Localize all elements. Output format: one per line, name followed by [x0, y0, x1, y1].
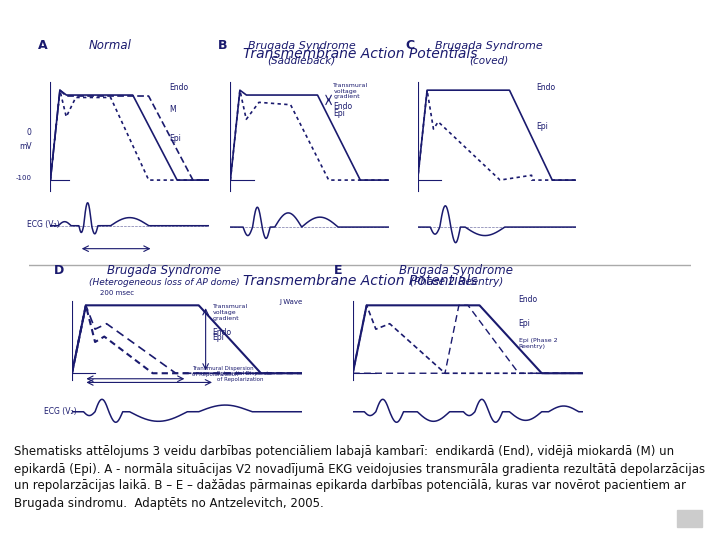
Bar — [677, 510, 702, 527]
Text: Epi (Phase 2
Reentry): Epi (Phase 2 Reentry) — [518, 338, 557, 348]
Text: Epi: Epi — [212, 333, 225, 342]
Text: Normal: Normal — [89, 39, 132, 52]
Text: C: C — [405, 39, 414, 52]
Text: Epicardial Dispersion
of Repolarization: Epicardial Dispersion of Repolarization — [217, 371, 275, 382]
Text: Transmembrane Action Potentials: Transmembrane Action Potentials — [243, 274, 477, 288]
Text: Epi: Epi — [333, 109, 345, 118]
Text: Epi: Epi — [169, 134, 181, 143]
Text: -100: -100 — [15, 175, 32, 181]
Text: (Phase 2 Reentry): (Phase 2 Reentry) — [410, 277, 503, 287]
Text: B: B — [217, 39, 228, 52]
Text: ECG (V₂): ECG (V₂) — [45, 407, 77, 416]
Text: Endo: Endo — [169, 83, 189, 92]
Text: Brugada Syndrome: Brugada Syndrome — [435, 41, 543, 51]
Text: Transmural
voltage
gradient: Transmural voltage gradient — [333, 83, 369, 99]
Text: ECG (V₂): ECG (V₂) — [27, 220, 59, 229]
Text: Endo: Endo — [536, 83, 556, 92]
Text: (coved): (coved) — [469, 56, 508, 65]
Text: (Saddleback): (Saddleback) — [268, 56, 336, 65]
Text: Transmural
voltage
gradient: Transmural voltage gradient — [212, 305, 248, 321]
Text: (Heterogeneous loss of AP dome): (Heterogeneous loss of AP dome) — [89, 278, 240, 287]
Text: D: D — [53, 264, 64, 277]
Text: mV: mV — [19, 141, 32, 151]
Text: Endo: Endo — [333, 102, 353, 111]
Text: A: A — [37, 39, 48, 52]
Text: Brugada Syndrome: Brugada Syndrome — [400, 264, 513, 277]
Text: 200 msec: 200 msec — [100, 290, 134, 296]
Text: Endo: Endo — [518, 295, 538, 303]
Text: E: E — [334, 264, 343, 277]
Text: Epi: Epi — [518, 320, 531, 328]
Text: 0: 0 — [27, 129, 32, 137]
Text: Transmembrane Action Potentials: Transmembrane Action Potentials — [243, 47, 477, 61]
Text: Endo: Endo — [212, 328, 232, 337]
Text: Brugada Syndrome: Brugada Syndrome — [248, 41, 356, 51]
Text: Brugada Syndrome: Brugada Syndrome — [107, 264, 221, 277]
Text: Epi: Epi — [536, 122, 548, 131]
Text: M: M — [169, 105, 176, 114]
Text: Shematisks attēlojums 3 veidu darbības potenciāliem labajā kambarī:  endikardā (: Shematisks attēlojums 3 veidu darbības p… — [14, 446, 706, 510]
Text: Transmural Dispersion
of Repolarization: Transmural Dispersion of Repolarization — [192, 366, 253, 377]
Text: J Wave: J Wave — [279, 299, 302, 305]
